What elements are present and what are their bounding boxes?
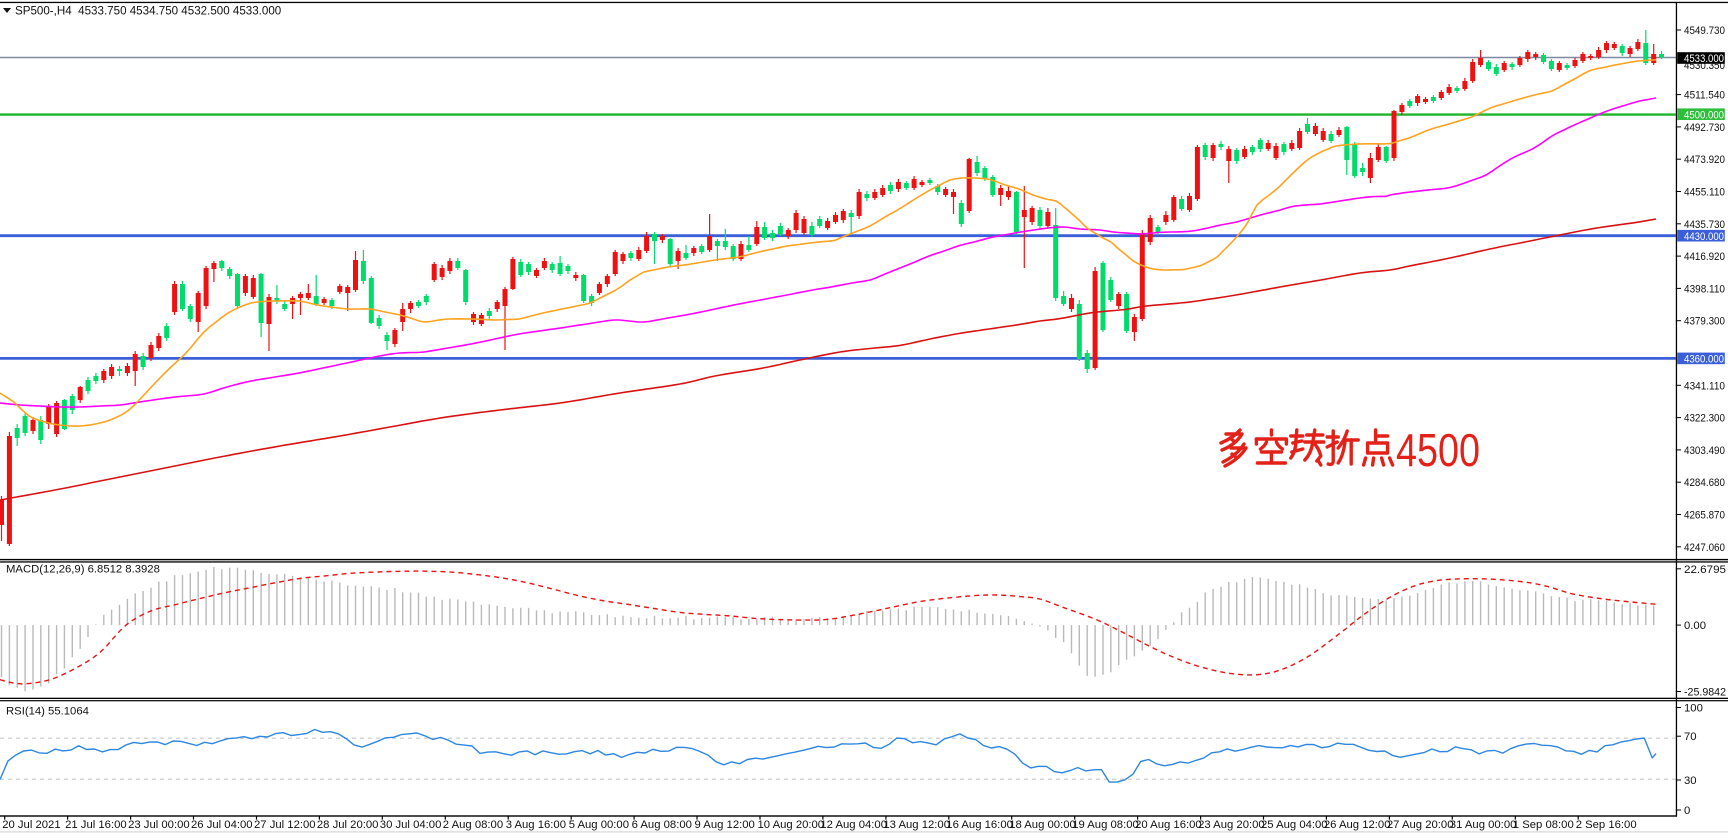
svg-text:18 Aug 00:00: 18 Aug 00:00: [1009, 819, 1076, 831]
svg-text:22.6795: 22.6795: [1684, 564, 1726, 576]
svg-text:2 Sep 16:00: 2 Sep 16:00: [1576, 819, 1637, 831]
svg-text:70: 70: [1684, 731, 1697, 743]
svg-text:3 Aug 16:00: 3 Aug 16:00: [506, 819, 566, 831]
svg-text:23 Aug 20:00: 23 Aug 20:00: [1198, 819, 1265, 831]
svg-text:4398.110: 4398.110: [1684, 283, 1725, 295]
svg-text:26 Jul 04:00: 26 Jul 04:00: [191, 819, 253, 831]
svg-text:12 Aug 04:00: 12 Aug 04:00: [820, 819, 887, 831]
svg-text:19 Aug 08:00: 19 Aug 08:00: [1072, 819, 1139, 831]
svg-text:4265.870: 4265.870: [1684, 510, 1725, 522]
svg-text:4492.730: 4492.730: [1684, 122, 1725, 134]
svg-text:4473.920: 4473.920: [1684, 154, 1725, 166]
svg-text:28 Jul 20:00: 28 Jul 20:00: [317, 819, 379, 831]
svg-text:21 Jul 16:00: 21 Jul 16:00: [65, 819, 127, 831]
svg-text:5 Aug 00:00: 5 Aug 00:00: [569, 819, 629, 831]
svg-text:4284.680: 4284.680: [1684, 477, 1725, 489]
svg-text:31 Aug 00:00: 31 Aug 00:00: [1450, 819, 1517, 831]
svg-text:23 Jul 00:00: 23 Jul 00:00: [128, 819, 190, 831]
svg-text:4549.730: 4549.730: [1684, 25, 1725, 37]
svg-text:4533.000: 4533.000: [1684, 53, 1724, 65]
svg-text:-25.9842: -25.9842: [1684, 687, 1726, 699]
svg-text:25 Aug 04:00: 25 Aug 04:00: [1261, 819, 1328, 831]
svg-text:4430.000: 4430.000: [1684, 231, 1724, 243]
svg-text:20 Jul 2021: 20 Jul 2021: [2, 819, 60, 831]
svg-text:16 Aug 16:00: 16 Aug 16:00: [946, 819, 1013, 831]
svg-text:6 Aug 08:00: 6 Aug 08:00: [632, 819, 692, 831]
svg-text:4360.000: 4360.000: [1684, 354, 1724, 366]
svg-text:4500.000: 4500.000: [1684, 109, 1724, 121]
svg-text:13 Aug 12:00: 13 Aug 12:00: [883, 819, 950, 831]
svg-text:SP500-,H4 4533.750 4534.750 4: SP500-,H4 4533.750 4534.750 4532.500 453…: [15, 5, 281, 18]
svg-text:4341.110: 4341.110: [1684, 380, 1725, 392]
svg-text:4511.540: 4511.540: [1684, 90, 1725, 102]
svg-text:30 Jul 04:00: 30 Jul 04:00: [380, 819, 442, 831]
svg-text:4379.300: 4379.300: [1684, 316, 1725, 328]
svg-text:4500: 4500: [1396, 424, 1480, 476]
svg-text:4303.490: 4303.490: [1684, 445, 1725, 457]
svg-text:4416.920: 4416.920: [1684, 251, 1725, 263]
svg-text:0: 0: [1684, 805, 1690, 817]
svg-text:9 Aug 12:00: 9 Aug 12:00: [695, 819, 755, 831]
svg-text:10 Aug 20:00: 10 Aug 20:00: [758, 819, 825, 831]
svg-text:100: 100: [1684, 703, 1703, 715]
svg-text:27 Aug 20:00: 27 Aug 20:00: [1387, 819, 1454, 831]
svg-text:1 Sep 08:00: 1 Sep 08:00: [1513, 819, 1574, 831]
svg-text:26 Aug 12:00: 26 Aug 12:00: [1324, 819, 1391, 831]
svg-text:0.00: 0.00: [1684, 620, 1706, 632]
svg-text:30: 30: [1684, 775, 1697, 787]
svg-text:20 Aug 16:00: 20 Aug 16:00: [1135, 819, 1202, 831]
svg-text:4247.060: 4247.060: [1684, 542, 1725, 554]
svg-text:MACD(12,26,9) 6.8512 8.3928: MACD(12,26,9) 6.8512 8.3928: [6, 564, 160, 576]
svg-text:2 Aug 08:00: 2 Aug 08:00: [443, 819, 503, 831]
svg-text:4322.300: 4322.300: [1684, 413, 1725, 425]
svg-text:4455.110: 4455.110: [1684, 187, 1725, 199]
svg-text:RSI(14) 55.1064: RSI(14) 55.1064: [6, 706, 89, 718]
svg-text:4435.730: 4435.730: [1684, 219, 1725, 231]
svg-text:27 Jul 12:00: 27 Jul 12:00: [254, 819, 316, 831]
